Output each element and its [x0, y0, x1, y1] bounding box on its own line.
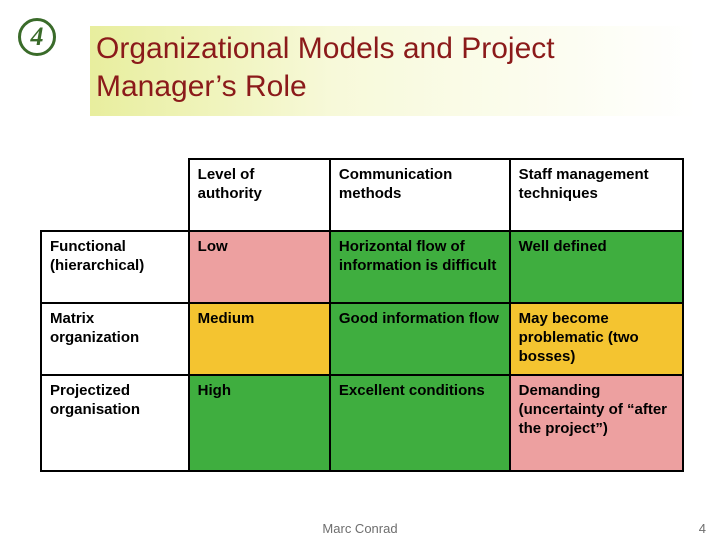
row-label: Functional (hierarchical) — [41, 231, 189, 303]
table-cell: Good information flow — [330, 303, 510, 375]
column-header: Level of authority — [189, 159, 330, 231]
table-cell: May become problematic (two bosses) — [510, 303, 683, 375]
slide-number-badge: 4 — [18, 18, 56, 56]
column-header: Communication methods — [330, 159, 510, 231]
row-label: Matrix organization — [41, 303, 189, 375]
column-header: Staff management techniques — [510, 159, 683, 231]
table-row: Functional (hierarchical)LowHorizontal f… — [41, 231, 683, 303]
table-cell: Demanding (uncertainty of “after the pro… — [510, 375, 683, 471]
table-cell: Low — [189, 231, 330, 303]
table-cell: Horizontal flow of information is diffic… — [330, 231, 510, 303]
table-row: Matrix organizationMediumGood informatio… — [41, 303, 683, 375]
title-bar: Organizational Models and Project Manage… — [90, 26, 696, 116]
table-cell: Excellent conditions — [330, 375, 510, 471]
table-row: Projectized organisationHighExcellent co… — [41, 375, 683, 471]
table-header-row: Level of authorityCommunication methodsS… — [41, 159, 683, 231]
row-label: Projectized organisation — [41, 375, 189, 471]
page-title: Organizational Models and Project Manage… — [96, 30, 688, 105]
slide-number: 4 — [31, 22, 44, 52]
table-cell: Well defined — [510, 231, 683, 303]
org-models-table: Level of authorityCommunication methodsS… — [40, 158, 684, 472]
footer-page: 4 — [699, 521, 706, 536]
corner-blank — [41, 159, 189, 231]
table-cell: High — [189, 375, 330, 471]
footer-author: Marc Conrad — [322, 521, 397, 536]
table-cell: Medium — [189, 303, 330, 375]
org-models-table-wrap: Level of authorityCommunication methodsS… — [40, 158, 684, 472]
